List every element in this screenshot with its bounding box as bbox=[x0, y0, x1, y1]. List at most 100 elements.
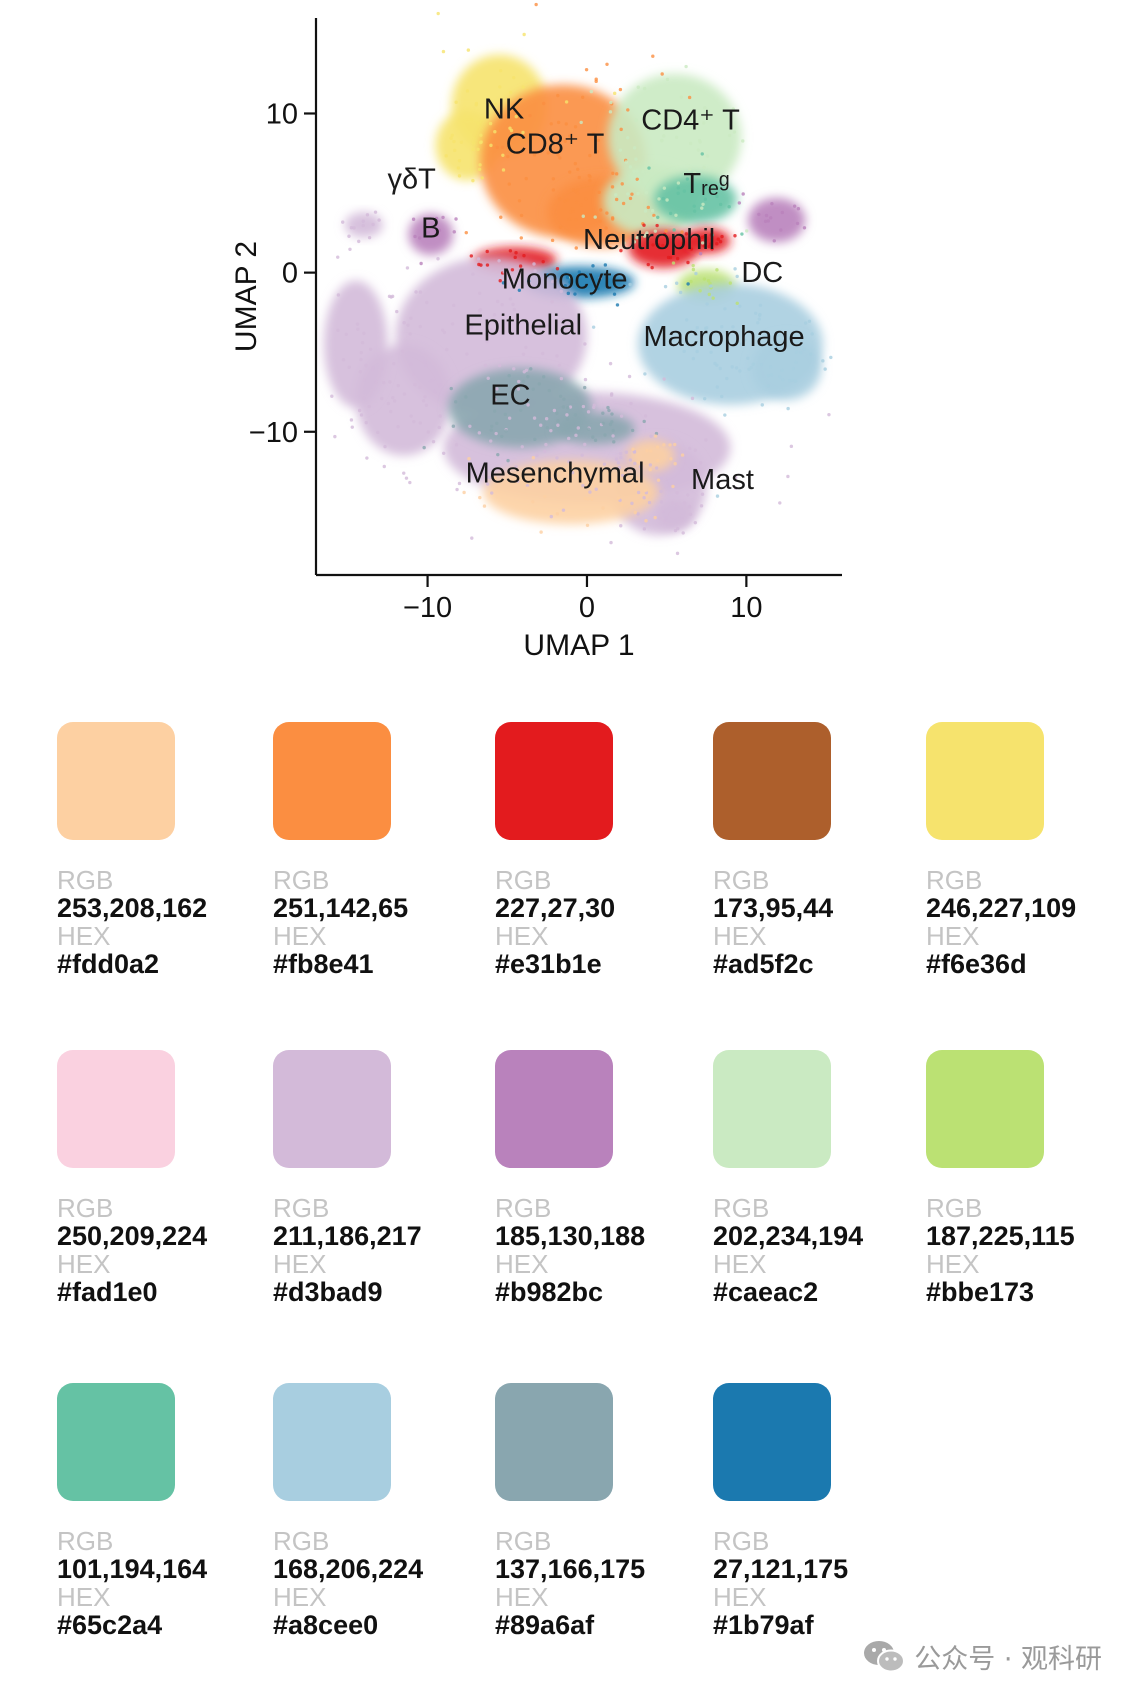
rgb-label: RGB bbox=[57, 1526, 114, 1556]
cluster-point-ec bbox=[531, 387, 535, 391]
palette-card: RGB 173,95,44 HEX #ad5f2c bbox=[713, 722, 928, 978]
cluster-point-neutrophil bbox=[514, 251, 518, 255]
rgb-value: 168,206,224 bbox=[273, 1554, 424, 1584]
cluster-point-macrophage bbox=[705, 302, 709, 306]
cluster-point-epithelial bbox=[559, 289, 563, 294]
rgb-label: RGB bbox=[713, 865, 770, 895]
cluster-point-epithelial bbox=[368, 347, 373, 351]
cluster-point-epithelial bbox=[786, 474, 790, 479]
cluster-point-monocyte bbox=[517, 288, 522, 292]
cluster-point-ec bbox=[654, 431, 659, 436]
hex-label: HEX bbox=[273, 1249, 327, 1279]
hex-value: #89a6af bbox=[495, 1610, 595, 1640]
rgb-label: RGB bbox=[57, 865, 114, 895]
cluster-point-neutrophil bbox=[485, 249, 489, 254]
cluster-point-cd8-t bbox=[588, 153, 592, 158]
cluster-label-cd4-t: CD4⁺ T bbox=[641, 104, 740, 136]
hex-label: HEX bbox=[495, 921, 549, 951]
cluster-point-ec bbox=[506, 458, 510, 463]
cluster-point-epithelial bbox=[357, 408, 362, 413]
cluster-point-nk bbox=[465, 89, 470, 93]
cluster-point-nk bbox=[498, 115, 502, 119]
cluster-point-cd4-t bbox=[650, 209, 655, 213]
cluster-point-b bbox=[454, 217, 458, 221]
cluster-point-epithelial bbox=[533, 269, 537, 273]
cluster-point-cd8-t bbox=[594, 77, 598, 81]
cluster-point-macrophage bbox=[768, 335, 773, 340]
cluster-point-neutrophil bbox=[661, 243, 665, 248]
palette-card: RGB 246,227,109 HEX #f6e36d bbox=[926, 722, 1122, 978]
cluster-point-mesenchymal bbox=[529, 477, 533, 481]
cluster-point-epithelial bbox=[555, 354, 559, 358]
cluster-point-cd8-t bbox=[573, 125, 578, 129]
cluster-point-cd8-t bbox=[541, 101, 546, 106]
cluster-point-macrophage bbox=[702, 396, 707, 401]
cluster-point-epithelial bbox=[624, 450, 629, 454]
hex-value: #fb8e41 bbox=[273, 949, 374, 979]
cluster-point-cd8-t bbox=[598, 208, 603, 212]
cluster-point-mesenchymal bbox=[645, 449, 649, 453]
cluster-point-epithelial bbox=[358, 370, 363, 374]
cluster-point-cd8-t bbox=[651, 54, 655, 58]
cluster-point-monocyte bbox=[564, 272, 568, 276]
cluster-point-macrophage bbox=[759, 362, 764, 367]
cluster-point-mesenchymal bbox=[680, 453, 685, 457]
cluster-point-cd4-t bbox=[731, 107, 735, 111]
rgb-label: RGB bbox=[273, 865, 330, 895]
cluster-point-epithelial bbox=[549, 514, 554, 519]
cluster-point-mast bbox=[673, 528, 678, 533]
cluster-point-epithelial bbox=[409, 316, 413, 320]
cluster-point-epithelial bbox=[636, 490, 641, 495]
cluster-point-epithelial bbox=[438, 383, 442, 387]
cluster-point-epithelial bbox=[559, 376, 564, 381]
hex-value: #b982bc bbox=[495, 1277, 604, 1307]
cluster-point-epithelial bbox=[632, 450, 637, 454]
cluster-point-ec bbox=[451, 424, 456, 428]
cluster-point-epithelial bbox=[349, 418, 354, 422]
cluster-point-epithelial bbox=[441, 451, 446, 455]
axes: 10 0 −10 −10 0 10 UMAP 1 UMAP 2 bbox=[230, 18, 842, 662]
cluster-point-cd4-t bbox=[645, 172, 650, 176]
color-swatch bbox=[495, 1383, 613, 1501]
cluster-point-mesenchymal bbox=[643, 488, 648, 493]
cluster-point-cd8-t bbox=[556, 120, 561, 125]
cluster-point-epithelial bbox=[583, 377, 588, 382]
cluster-point-epithelial bbox=[551, 279, 555, 284]
cluster-point-dc bbox=[691, 267, 696, 272]
cluster-point-b bbox=[437, 228, 442, 232]
cluster-point-epithelial bbox=[412, 419, 416, 424]
cluster-point-t bbox=[718, 202, 723, 207]
hex-value: #fad1e0 bbox=[57, 1277, 158, 1307]
cluster-point-epithelial bbox=[690, 396, 695, 401]
cluster-point-macrophage bbox=[663, 284, 668, 289]
cluster-point-neutrophil bbox=[710, 247, 714, 251]
palette-card: RGB 185,130,188 HEX #b982bc bbox=[495, 1050, 710, 1306]
cluster-point-neutrophil bbox=[675, 256, 680, 261]
cluster-point-mast bbox=[657, 516, 662, 520]
color-swatch bbox=[926, 722, 1044, 840]
cluster-point-epithelial bbox=[567, 459, 571, 464]
cluster-point-t bbox=[668, 211, 673, 216]
cluster-point-epithelial bbox=[362, 396, 366, 400]
cluster-point-macrophage bbox=[781, 378, 785, 382]
cluster-point-epithelial bbox=[675, 491, 679, 495]
cluster-point-epithelial bbox=[642, 527, 647, 531]
cluster-point-cd8-t bbox=[591, 132, 596, 136]
cluster-point-b bbox=[766, 219, 770, 223]
cluster-point-cd8-t bbox=[495, 145, 499, 150]
cluster-point-mast bbox=[670, 501, 675, 505]
cluster-point-epithelial bbox=[648, 463, 653, 467]
cluster-point-b bbox=[769, 216, 773, 220]
cluster-point-epithelial bbox=[380, 367, 384, 371]
cluster-point-epithelial bbox=[433, 389, 437, 394]
cluster-point-neutrophil bbox=[718, 239, 723, 244]
cluster-point-epithelial bbox=[553, 278, 557, 282]
cluster-point-cd4-t bbox=[632, 169, 636, 173]
cluster-point-neutrophil bbox=[642, 223, 646, 227]
cluster-point-epithelial bbox=[478, 291, 482, 295]
cluster-point-macrophage bbox=[709, 350, 713, 354]
cluster-point-ec bbox=[449, 386, 453, 391]
color-swatch bbox=[57, 1383, 175, 1501]
y-axis-label: UMAP 2 bbox=[230, 241, 263, 352]
rgb-label: RGB bbox=[495, 1193, 552, 1223]
